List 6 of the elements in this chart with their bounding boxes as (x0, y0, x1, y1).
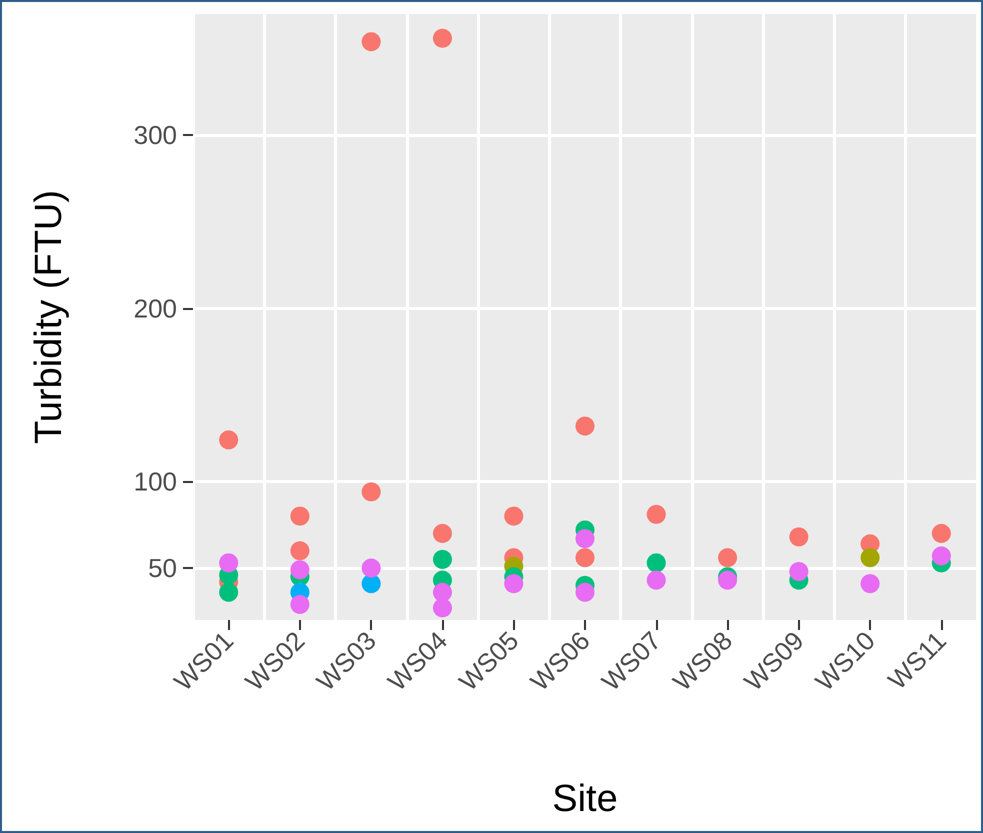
y-axis-title: Turbidity (FTU) (28, 190, 70, 444)
y-tick-label: 200 (134, 293, 177, 324)
y-tick-label: 300 (134, 120, 177, 150)
y-tick-label: 100 (134, 466, 177, 496)
x-axis-title: Site (552, 778, 618, 820)
y-tick-label: 50 (148, 553, 177, 584)
